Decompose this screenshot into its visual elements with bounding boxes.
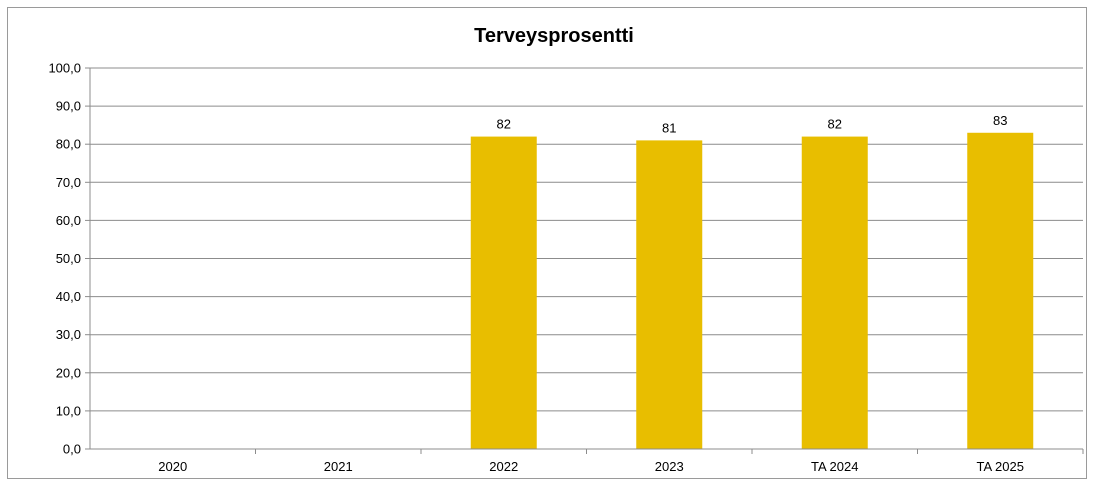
x-tick-label: 2022 — [489, 459, 518, 474]
data-label: 81 — [662, 120, 676, 135]
bars — [471, 133, 1034, 449]
x-tick-label: TA 2025 — [977, 459, 1024, 474]
data-label: 82 — [497, 117, 511, 132]
x-axis: 2020 2021 2022 2023 TA 2024 TA 2025 — [85, 68, 1083, 474]
y-tick-label: 80,0 — [56, 137, 81, 152]
y-tick-label: 60,0 — [56, 213, 81, 228]
x-tick-label: 2021 — [324, 459, 353, 474]
data-label: 83 — [993, 113, 1007, 128]
y-tick-label: 10,0 — [56, 403, 81, 418]
data-labels: 82 81 82 83 — [497, 113, 1008, 136]
y-axis-ticks: 0,0 10,0 20,0 30,0 40,0 50,0 60,0 70,0 80,0 90,0 1… — [48, 61, 90, 457]
y-tick-label: 20,0 — [56, 365, 81, 380]
y-tick-label: 70,0 — [56, 175, 81, 190]
x-tick-label: 2020 — [158, 459, 187, 474]
chart-title: Terveysprosentti — [474, 25, 634, 47]
y-tick-label: 40,0 — [56, 289, 81, 304]
data-label: 82 — [828, 117, 842, 132]
bar-2023 — [636, 140, 702, 449]
bar-ta-2025 — [967, 133, 1033, 449]
y-tick-label: 30,0 — [56, 327, 81, 342]
y-tick-label: 100,0 — [48, 61, 81, 76]
y-tick-label: 90,0 — [56, 99, 81, 114]
bar-ta-2024 — [802, 137, 868, 449]
bar-2022 — [471, 137, 537, 449]
x-tick-label: TA 2024 — [811, 459, 858, 474]
y-tick-label: 50,0 — [56, 251, 81, 266]
gridlines — [90, 68, 1083, 449]
y-tick-label: 0,0 — [63, 442, 81, 457]
x-tick-label: 2023 — [655, 459, 684, 474]
